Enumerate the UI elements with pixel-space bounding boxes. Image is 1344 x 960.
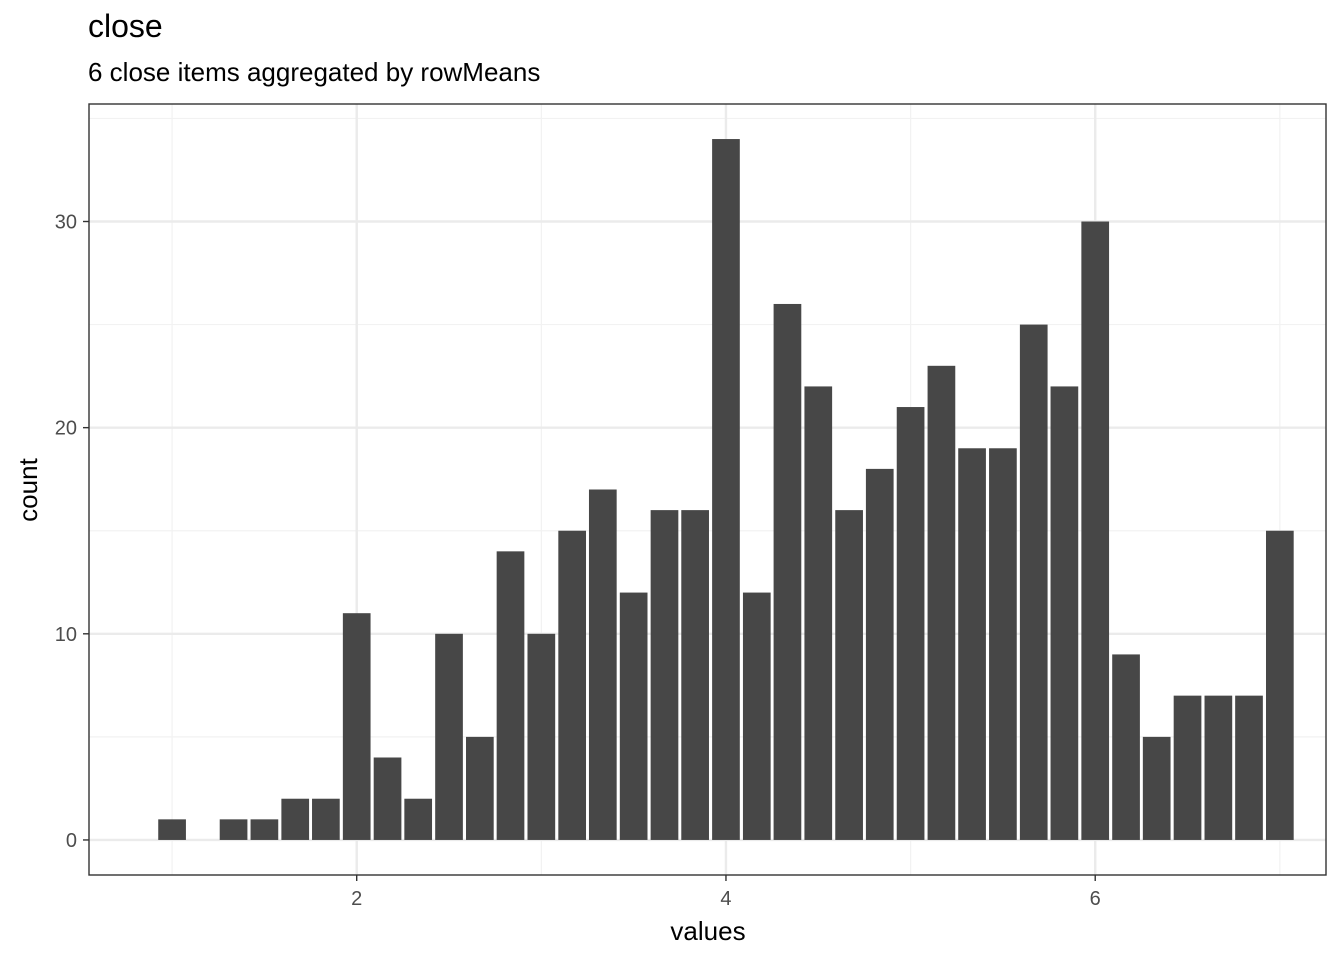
panel-border [88, 103, 1327, 876]
histogram-bar [742, 592, 771, 840]
histogram-bar [1050, 386, 1079, 840]
bars [158, 139, 1294, 840]
y-tick-label: 30 [55, 212, 77, 234]
x-tick-label: 4 [720, 888, 731, 910]
histogram-bar [558, 530, 587, 840]
histogram-bar [1173, 695, 1202, 840]
histogram-bar [527, 633, 556, 840]
histogram-bar [219, 819, 248, 840]
histogram-bar [712, 139, 740, 840]
histogram-bar [158, 819, 186, 840]
histogram-bar [312, 798, 340, 840]
histogram-bar [989, 448, 1017, 840]
histogram-bar [1019, 324, 1048, 840]
histogram-bar [773, 303, 802, 840]
histogram-bar [927, 365, 956, 840]
histogram-bar [342, 613, 371, 840]
histogram-bar [865, 468, 894, 840]
histogram-bar [804, 386, 833, 840]
histogram-bar [1235, 695, 1263, 840]
histogram-bar [896, 407, 925, 840]
histogram-bar [1081, 221, 1110, 840]
histogram-bar [619, 592, 648, 840]
x-tick-label: 2 [351, 888, 362, 910]
histogram-bar [281, 798, 310, 840]
chart-subtitle: 6 close items aggregated by rowMeans [88, 57, 541, 87]
histogram-bar [1265, 530, 1294, 840]
histogram-bar [681, 510, 709, 840]
histogram-bar [650, 510, 679, 840]
histogram-bar [373, 757, 402, 840]
histogram-bar [466, 736, 494, 840]
histogram-bar [1112, 654, 1140, 840]
histogram-bar [835, 510, 863, 840]
histogram-bar [1204, 695, 1233, 840]
histogram-bar [588, 489, 617, 840]
axes: 2 4 6 0 10 20 30 [55, 103, 1327, 910]
x-tick-label: 6 [1090, 888, 1101, 910]
x-axis-title: values [670, 916, 745, 946]
y-tick-label: 10 [55, 624, 77, 646]
y-tick-label: 20 [55, 418, 77, 440]
y-tick-label: 0 [66, 830, 77, 852]
histogram-bar [435, 633, 463, 840]
chart-title: close [88, 8, 163, 44]
histogram-bar [1142, 736, 1171, 840]
histogram-bar [404, 798, 433, 840]
histogram-bar [250, 819, 279, 840]
y-axis-title: count [13, 457, 43, 521]
histogram-bar [958, 448, 986, 840]
histogram-bar [496, 551, 525, 840]
